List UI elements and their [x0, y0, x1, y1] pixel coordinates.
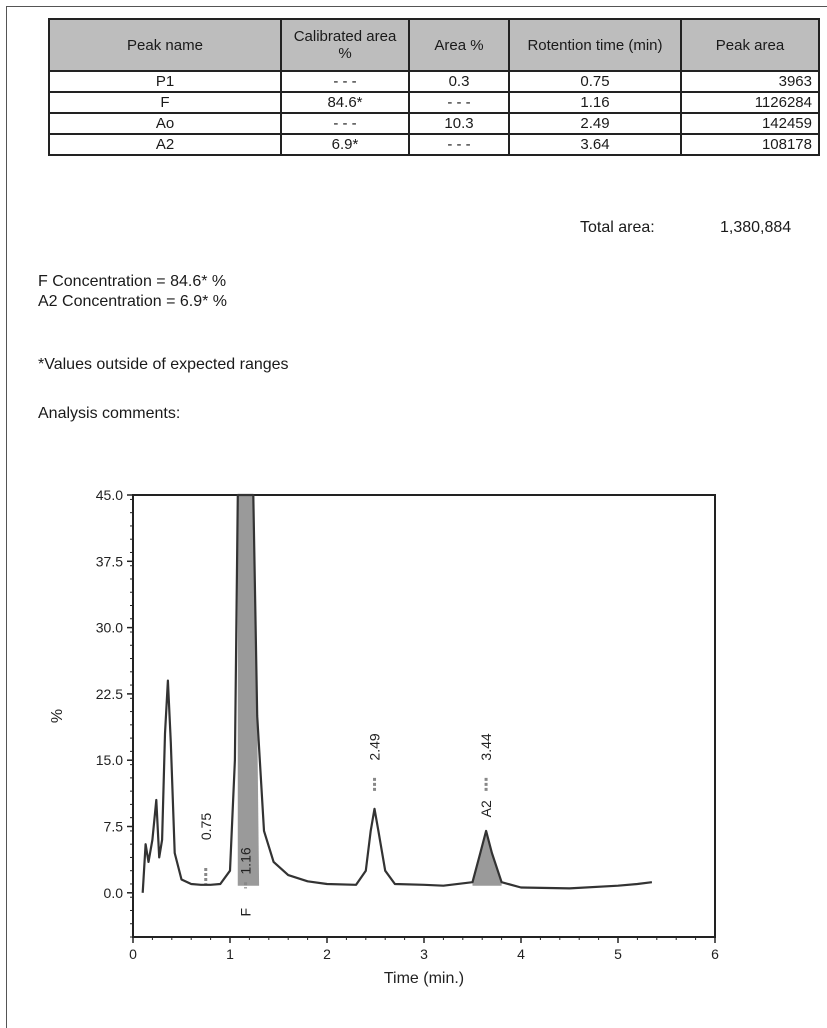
peak-label: F	[238, 908, 254, 917]
y-axis-label: %	[49, 709, 66, 723]
cell-calibrated-area: - - -	[280, 112, 410, 135]
cell-area-percent: - - -	[408, 91, 510, 114]
table-row: P1 - - - 0.3 0.75 3963	[48, 70, 820, 93]
cell-peak-area: 142459	[680, 112, 820, 135]
shaded-peak-area	[472, 830, 502, 886]
cell-retention-time: 3.64	[508, 133, 682, 156]
analysis-comments-label: Analysis comments:	[38, 405, 181, 422]
f-concentration: F Concentration = 84.6* %	[38, 273, 227, 290]
total-area: Total area: 1,380,884	[580, 219, 791, 237]
peak-label: 3.44	[478, 733, 494, 760]
cell-retention-time: 1.16	[508, 91, 682, 114]
x-tick-label: 3	[420, 946, 428, 962]
x-tick-label: 2	[323, 946, 331, 962]
a2-concentration: A2 Concentration = 6.9* %	[38, 293, 228, 310]
cell-calibrated-area: 6.9*	[280, 133, 410, 156]
cell-peak-area: 3963	[680, 70, 820, 93]
total-area-value: 1,380,884	[720, 219, 792, 236]
chromatogram-chart: 45.0 37.5 30.0 22.5 15.0 7.5 0.0 0 1 2 3 4 5 6 Time (m…	[49, 487, 719, 987]
x-tick-label: 1	[226, 946, 234, 962]
y-tick-label: 0.0	[104, 885, 124, 901]
cell-area-percent: - - -	[408, 133, 510, 156]
table-row: A2 6.9* - - - 3.64 108178	[48, 133, 820, 156]
peak-label: A2	[478, 800, 494, 817]
table-row: F 84.6* - - - 1.16 1126284	[48, 91, 820, 114]
cell-peak-area: 1126284	[680, 91, 820, 114]
concentration-notes: F Concentration = 84.6* % A2 Concentrati…	[38, 272, 227, 312]
y-tick-label: 30.0	[96, 620, 123, 636]
cell-retention-time: 0.75	[508, 70, 682, 93]
shaded-peak-area	[237, 495, 260, 886]
peak-label: 0.75	[198, 813, 214, 840]
y-tick-label: 7.5	[104, 819, 124, 835]
y-tick-label: 37.5	[96, 553, 123, 569]
report-frame	[6, 6, 827, 1028]
header-retention-time: Rotention time (min)	[508, 18, 682, 72]
table-header-row: Peak name Calibrated area % Area % Roten…	[48, 18, 820, 72]
y-tick-label: 45.0	[96, 487, 123, 503]
results-table: Peak name Calibrated area % Area % Roten…	[48, 18, 820, 156]
peak-label: 1.16	[238, 847, 254, 874]
x-axis-label: Time (min.)	[384, 970, 464, 987]
cell-peak-name: F	[48, 91, 282, 114]
header-calibrated-area: Calibrated area %	[280, 18, 410, 72]
x-tick-label: 0	[129, 946, 137, 962]
header-peak-area: Peak area	[680, 18, 820, 72]
footnote: *Values outside of expected ranges	[38, 356, 289, 373]
cell-retention-time: 2.49	[508, 112, 682, 135]
table-row: Ao - - - 10.3 2.49 142459	[48, 112, 820, 135]
y-tick-label: 22.5	[96, 686, 123, 702]
header-area-percent: Area %	[408, 18, 510, 72]
plot-frame	[132, 494, 716, 938]
peak-label: 2.49	[367, 733, 383, 760]
header-peak-name: Peak name	[48, 18, 282, 72]
x-tick-label: 6	[711, 946, 719, 962]
cell-calibrated-area: - - -	[280, 70, 410, 93]
cell-area-percent: 10.3	[408, 112, 510, 135]
chromatogram-trace	[141, 493, 653, 893]
y-tick-label: 15.0	[96, 752, 123, 768]
cell-peak-name: Ao	[48, 112, 282, 135]
cell-peak-name: P1	[48, 70, 282, 93]
cell-calibrated-area: 84.6*	[280, 91, 410, 114]
x-tick-label: 4	[517, 946, 525, 962]
cell-peak-area: 108178	[680, 133, 820, 156]
x-tick-label: 5	[614, 946, 622, 962]
cell-area-percent: 0.3	[408, 70, 510, 93]
total-area-label: Total area:	[580, 219, 655, 236]
cell-peak-name: A2	[48, 133, 282, 156]
